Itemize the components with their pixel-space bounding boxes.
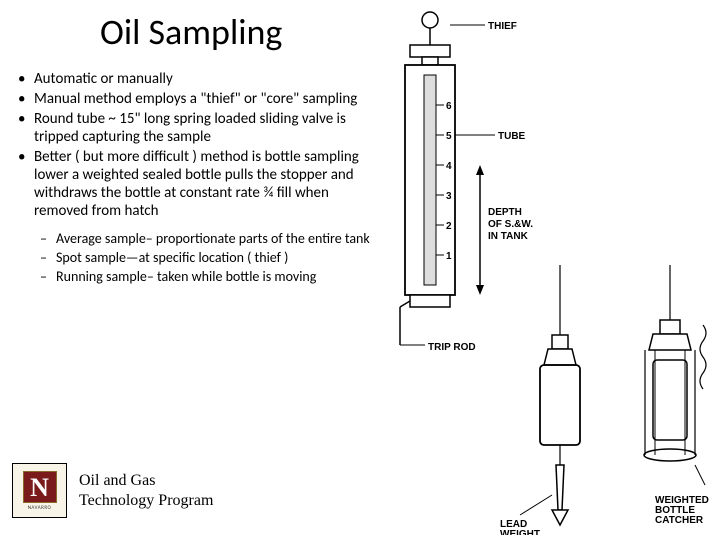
navarro-logo: N NAVARRO: [12, 463, 67, 518]
logo-letter: N: [23, 471, 57, 503]
program-name: Oil and Gas Technology Program: [79, 471, 213, 509]
lead-label-2: WEIGHT: [500, 529, 540, 535]
thief-label: THIEF: [488, 21, 517, 32]
sub-bullet-list: Average sample– proportionate parts of t…: [18, 230, 378, 285]
sub-bullet-item: Spot sample—at specific location ( thief…: [40, 249, 378, 266]
svg-text:1: 1: [446, 251, 452, 262]
depth-label-3: IN TANK: [488, 231, 529, 242]
bullet-item: Round tube ~ 15" long spring loaded slid…: [18, 110, 378, 146]
sub-bullet-item: Average sample– proportionate parts of t…: [40, 230, 378, 247]
slide-title: Oil Sampling: [100, 10, 282, 54]
content-column: Automatic or manually Manual method empl…: [18, 70, 378, 287]
tube-label: TUBE: [498, 131, 526, 142]
depth-label-2: OF S.&W.: [488, 219, 533, 230]
svg-text:3: 3: [446, 191, 452, 202]
bullet-item: Manual method employs a "thief" or "core…: [18, 90, 378, 108]
trip-label: TRIP ROD: [428, 342, 476, 353]
logo-small-text: NAVARRO: [28, 505, 52, 511]
svg-text:5: 5: [446, 131, 452, 142]
bottle-diagram: LEAD WEIGHT: [500, 265, 580, 535]
catcher-label-3: CATCHER: [655, 515, 704, 526]
catcher-diagram: WEIGHTED BOTTLE CATCHER: [644, 265, 709, 526]
diagram-area: 1 2 3 4 5 6 THIEF TUBE: [380, 5, 720, 535]
svg-text:2: 2: [446, 221, 452, 232]
thief-diagram: 1 2 3 4 5 6 THIEF TUBE: [400, 12, 533, 353]
program-line1: Oil and Gas: [79, 471, 213, 490]
footer-block: N NAVARRO Oil and Gas Technology Program: [12, 463, 213, 518]
sampling-diagram: 1 2 3 4 5 6 THIEF TUBE: [380, 5, 720, 535]
bullet-item: Better ( but more difficult ) method is …: [18, 148, 378, 220]
program-line2: Technology Program: [79, 491, 213, 510]
sub-bullet-item: Running sample– taken while bottle is mo…: [40, 268, 378, 285]
depth-label-1: DEPTH: [488, 207, 522, 218]
main-bullet-list: Automatic or manually Manual method empl…: [18, 70, 378, 220]
svg-text:6: 6: [446, 101, 452, 112]
svg-text:4: 4: [446, 161, 452, 172]
bullet-item: Automatic or manually: [18, 70, 378, 88]
